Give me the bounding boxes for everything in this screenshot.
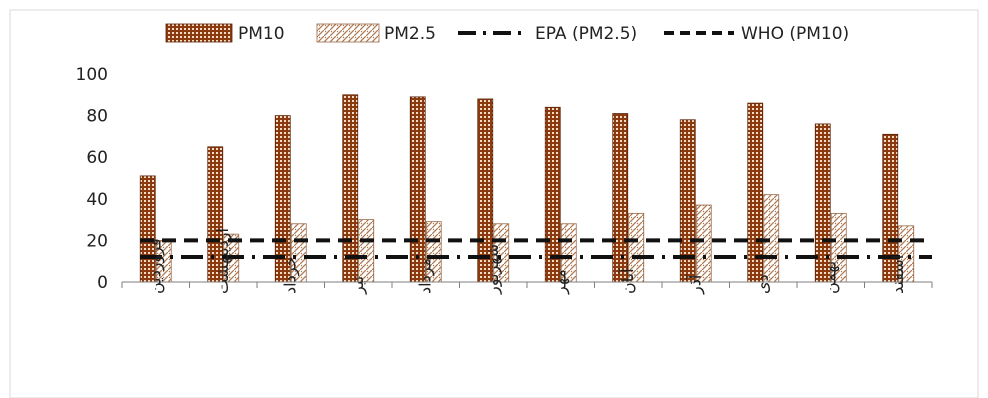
legend-swatch-pm25 [316, 23, 380, 43]
x-category-label: فروردین [145, 238, 165, 294]
legend: PM10 PM2.5 EPA (PM2.5) WHO (PM10) [165, 23, 849, 44]
bar-pm25 [763, 194, 780, 283]
bar-pm25 [358, 219, 375, 283]
x-category-label: مرداد [415, 258, 435, 294]
reference-lines [140, 238, 932, 260]
bar-pm25 [695, 204, 712, 283]
y-tick-label: 60 [86, 148, 108, 168]
legend-swatch-pm10 [165, 23, 233, 43]
legend-label-pm25: PM2.5 [384, 24, 436, 44]
y-tick-label: 80 [86, 107, 108, 127]
legend-label-pm10: PM10 [238, 24, 285, 44]
y-tick-label: 100 [76, 65, 108, 85]
x-category-label: آبان [618, 267, 637, 294]
y-tick-label: 0 [97, 273, 108, 293]
bar-pm10 [342, 94, 359, 283]
y-axis: 0 20 40 60 80 100 [76, 65, 108, 293]
legend-label-epa: EPA (PM2.5) [535, 24, 637, 44]
bar-pm10 [612, 113, 629, 283]
x-category-label: خرداد [280, 257, 300, 294]
bar-pm10 [409, 96, 426, 283]
x-axis: فروردین اردیبهشت خرداد تیر مرداد شهریور مهر آبا… [121, 228, 933, 295]
y-tick-label: 40 [86, 190, 108, 210]
x-category-label: اردیبهشت [213, 228, 233, 294]
x-category-label: اسفند [888, 255, 907, 294]
legend-label-who: WHO (PM10) [741, 24, 849, 44]
x-category-label: مهر [550, 269, 570, 295]
x-category-label: دی [753, 274, 772, 294]
bars-group [139, 94, 915, 283]
x-category-label: بهمن [820, 261, 840, 294]
y-tick-label: 20 [86, 231, 108, 251]
x-category-label: تیر [348, 276, 368, 295]
x-category-label: آذر [685, 273, 705, 295]
x-category-label: شهریور [483, 244, 503, 295]
